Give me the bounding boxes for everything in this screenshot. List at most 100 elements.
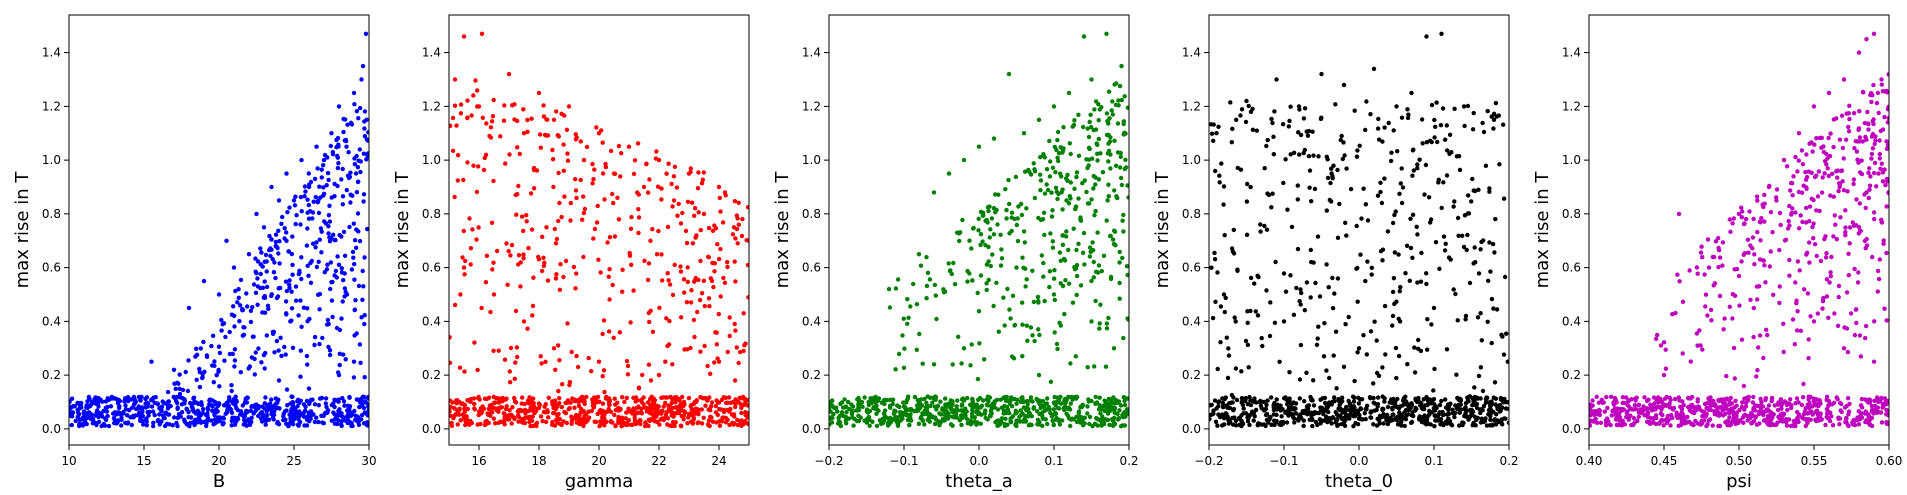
- scatter-point: [1074, 292, 1079, 298]
- scatter-point: [1785, 401, 1791, 406]
- scatter-point: [312, 342, 317, 348]
- scatter-point: [1213, 299, 1218, 304]
- scatter-point: [304, 423, 310, 428]
- scatter-point: [348, 120, 354, 126]
- scatter-point: [301, 414, 307, 419]
- scatter-point: [325, 262, 330, 267]
- scatter-point: [1074, 262, 1080, 268]
- scatter-point: [738, 401, 743, 406]
- scatter-point: [650, 329, 656, 334]
- scatter-point: [563, 258, 569, 264]
- scatter-point: [244, 423, 249, 428]
- scatter-point: [1348, 186, 1354, 192]
- scatter-point: [1461, 244, 1467, 250]
- scatter-point: [247, 420, 252, 425]
- scatter-point: [573, 416, 578, 421]
- scatter-point: [646, 310, 651, 316]
- scatter-point: [557, 287, 563, 292]
- scatter-point: [185, 388, 191, 394]
- scatter-point: [333, 268, 339, 274]
- scatter-point: [344, 144, 349, 149]
- scatter-point: [1015, 238, 1021, 244]
- scatter-point: [165, 403, 170, 408]
- scatter-point: [552, 410, 557, 416]
- scatter-point: [994, 397, 1000, 403]
- scatter-point: [1262, 408, 1267, 413]
- scatter-point: [521, 256, 526, 261]
- scatter-point: [1298, 287, 1303, 292]
- scatter-point: [1302, 106, 1308, 111]
- scatter-point: [114, 412, 119, 417]
- scatter-point: [486, 420, 491, 426]
- scatter-point: [849, 411, 855, 417]
- scatter-point: [1227, 401, 1232, 406]
- scatter-point: [251, 334, 256, 339]
- scatter-point: [1374, 338, 1379, 343]
- scatter-point: [1432, 424, 1437, 429]
- scatter-point: [1501, 122, 1506, 127]
- scatter-point: [717, 195, 722, 201]
- scatter-point: [341, 277, 346, 283]
- scatter-point: [717, 418, 723, 424]
- scatter-point: [1490, 241, 1496, 247]
- scatter-point: [476, 225, 481, 230]
- scatter-point: [530, 423, 536, 429]
- scatter-point: [1086, 157, 1092, 162]
- scatter-point: [1325, 405, 1330, 411]
- scatter-point: [959, 422, 964, 428]
- scatter-point: [1489, 114, 1494, 119]
- scatter-point: [701, 170, 706, 175]
- scatter-point: [262, 366, 267, 371]
- scatter-point: [1031, 161, 1036, 166]
- scatter-point: [1041, 260, 1046, 266]
- scatter-point: [1365, 218, 1371, 223]
- scatter-point: [1215, 366, 1220, 372]
- scatter-point: [346, 175, 352, 181]
- scatter-point: [1879, 420, 1885, 425]
- scatter-point: [249, 415, 254, 420]
- scatter-point: [1352, 108, 1357, 113]
- scatter-point: [1116, 103, 1121, 108]
- scatter-point: [1230, 415, 1235, 421]
- scatter-point: [1316, 154, 1321, 159]
- scatter-point: [1785, 407, 1790, 413]
- scatter-point: [557, 358, 562, 363]
- scatter-point: [351, 375, 357, 380]
- scatter-point: [990, 252, 995, 257]
- scatter-point: [725, 264, 730, 270]
- scatter-point: [1418, 416, 1423, 421]
- scatter-point: [170, 423, 175, 428]
- scatter-point: [1116, 98, 1121, 103]
- scatter-point: [491, 97, 496, 103]
- scatter-point: [480, 404, 485, 409]
- scatter-point: [1339, 133, 1344, 139]
- scatter-point: [229, 423, 234, 428]
- scatter-point: [514, 345, 520, 350]
- scatter-point: [1104, 111, 1110, 116]
- scatter-point: [574, 271, 579, 276]
- scatter-point: [1375, 126, 1381, 131]
- scatter-point: [555, 133, 560, 138]
- scatter-point: [631, 406, 636, 411]
- scatter-point: [1342, 153, 1347, 158]
- plot-frame: [1208, 14, 1510, 446]
- scatter-point: [610, 420, 615, 425]
- scatter-point: [355, 165, 361, 170]
- scatter-point: [717, 423, 723, 428]
- scatter-point: [846, 416, 852, 421]
- scatter-point: [982, 411, 988, 416]
- scatter-point: [485, 411, 490, 416]
- scatter-point: [1076, 409, 1082, 414]
- scatter-point: [1382, 125, 1387, 130]
- scatter-point: [191, 395, 197, 400]
- scatter-point: [1498, 397, 1504, 402]
- scatter-point: [330, 314, 335, 320]
- scatter-point: [601, 318, 607, 323]
- scatter-point: [622, 422, 627, 427]
- scatter-point: [1105, 118, 1111, 123]
- scatter-point: [504, 241, 509, 246]
- scatter-point: [632, 158, 638, 163]
- scatter-point: [733, 397, 738, 402]
- scatter-point: [1286, 407, 1291, 413]
- scatter-panel-3: 0.00.20.40.60.81.01.21.4−0.2 −0.1 0.0 0.1 0.…: [772, 14, 1139, 492]
